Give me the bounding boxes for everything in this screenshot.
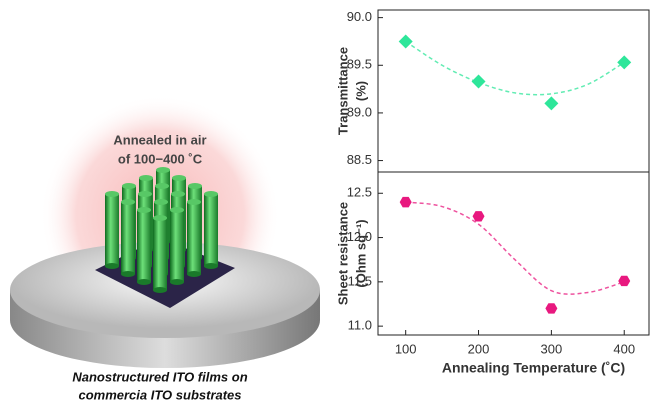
pillar bbox=[187, 199, 201, 277]
pillar-top bbox=[153, 215, 167, 221]
pillar-base bbox=[105, 263, 119, 269]
pillar-body bbox=[153, 218, 167, 290]
pillar-body bbox=[105, 194, 119, 266]
pillar-top bbox=[154, 199, 168, 205]
y-tick-label: 89.5 bbox=[347, 57, 372, 72]
pillar-top bbox=[139, 175, 153, 181]
data-point bbox=[399, 34, 413, 48]
trend-line bbox=[406, 41, 625, 94]
caption: commercia ITO substrates bbox=[78, 387, 241, 402]
pillar bbox=[105, 191, 119, 269]
y-axis-label: Sheet resistance bbox=[335, 202, 350, 305]
plot-frame bbox=[378, 10, 649, 172]
pillar-top bbox=[122, 183, 136, 189]
pillar-top bbox=[204, 191, 218, 197]
pillar-base bbox=[204, 263, 218, 269]
pillar-top bbox=[105, 191, 119, 197]
pillar-top bbox=[170, 207, 184, 213]
plot-frame bbox=[378, 172, 649, 335]
pillar-top bbox=[156, 167, 170, 173]
x-tick-label: 300 bbox=[541, 341, 563, 356]
y-tick-label: 88.5 bbox=[347, 152, 372, 167]
pillar-body bbox=[137, 210, 151, 282]
data-point bbox=[544, 96, 558, 110]
pillar-top bbox=[155, 183, 169, 189]
pillar-top bbox=[172, 175, 186, 181]
trend-line bbox=[406, 202, 625, 294]
pillar bbox=[153, 215, 167, 293]
pillar-body bbox=[204, 194, 218, 266]
y-axis-label: Transmittance bbox=[335, 47, 350, 135]
pillar-top bbox=[137, 207, 151, 213]
y-tick-label: 90.0 bbox=[347, 9, 372, 24]
pillar-top bbox=[138, 191, 152, 197]
pillar-base bbox=[170, 279, 184, 285]
data-point bbox=[472, 74, 486, 88]
pillar-top bbox=[121, 199, 135, 205]
pillar-top bbox=[187, 199, 201, 205]
pillar-top bbox=[171, 191, 185, 197]
y-tick-label: 12.5 bbox=[347, 185, 372, 200]
pillar-base bbox=[187, 271, 201, 277]
x-tick-label: 400 bbox=[613, 341, 635, 356]
pillar bbox=[170, 207, 184, 285]
pillar-base bbox=[153, 287, 167, 293]
pillar bbox=[121, 199, 135, 277]
data-point bbox=[618, 276, 630, 286]
data-point bbox=[400, 197, 412, 207]
y-tick-label: 11.0 bbox=[348, 318, 372, 333]
x-tick-label: 200 bbox=[468, 341, 490, 356]
x-axis-label: Annealing Temperature (˚C) bbox=[442, 360, 625, 376]
pillar-base bbox=[137, 279, 151, 285]
anneal-label: Annealed in air bbox=[113, 132, 206, 147]
caption: Nanostructured ITO films on bbox=[72, 369, 247, 384]
data-point bbox=[545, 303, 557, 313]
figure: Annealed in air of 100−400 ˚C Nanostruct… bbox=[0, 0, 651, 402]
pillar bbox=[137, 207, 151, 285]
y-axis-label: (%) bbox=[353, 81, 368, 101]
y-axis-label: (Ohm sq⁻¹) bbox=[353, 219, 368, 287]
pillar bbox=[204, 191, 218, 269]
anneal-label: of 100−400 ˚C bbox=[118, 151, 203, 166]
y-tick-label: 89.0 bbox=[347, 104, 372, 119]
data-point bbox=[617, 55, 631, 69]
illustration: Annealed in air of 100−400 ˚C Nanostruct… bbox=[10, 95, 320, 402]
data-point bbox=[473, 211, 485, 221]
x-tick-label: 100 bbox=[395, 341, 417, 356]
pillar-top bbox=[188, 183, 202, 189]
pillar-body bbox=[170, 210, 184, 282]
pillar-body bbox=[121, 202, 135, 274]
pillar-body bbox=[187, 202, 201, 274]
pillar-base bbox=[121, 271, 135, 277]
